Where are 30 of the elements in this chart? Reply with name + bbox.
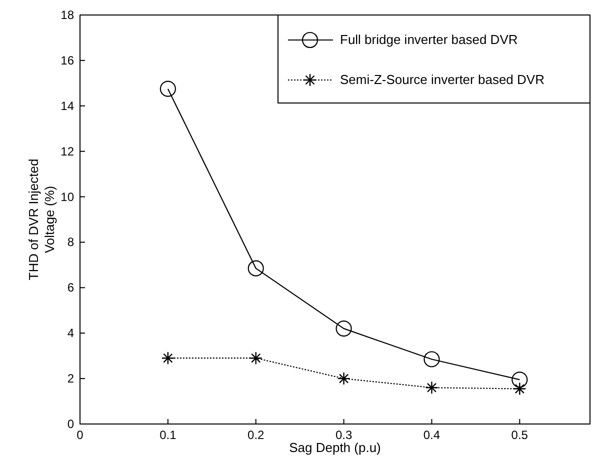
point — [337, 372, 350, 386]
y-tick-label: 14 — [60, 98, 74, 113]
x-tick-label: 0.5 — [511, 428, 528, 442]
point — [424, 351, 440, 368]
x-tick-label: 0.1 — [160, 428, 177, 442]
point — [425, 381, 438, 394]
y-axis-title: THD of DVR Injected Voltage (%) — [26, 158, 57, 280]
legend-label: Semi-Z-Source inverter based DVR — [340, 72, 544, 87]
x-tick-label: 0.2 — [248, 428, 265, 442]
y-tick-label: 16 — [60, 53, 74, 68]
y-tick-label: 10 — [60, 190, 74, 204]
point — [160, 80, 176, 97]
y-tick-label: 6 — [67, 280, 74, 295]
x-tick-label: 0 — [76, 428, 84, 442]
y-tick-label: 8 — [67, 235, 74, 250]
point — [161, 352, 175, 365]
x-axis-title: Sag Depth (p.u) — [289, 440, 381, 455]
y-tick-label: 4 — [67, 326, 74, 340]
legend-label: Full bridge inverter based DVR — [340, 32, 518, 47]
x-tick-label: 0.4 — [423, 428, 440, 442]
point — [512, 372, 528, 388]
point — [249, 352, 262, 365]
y-tick-label: 12 — [60, 144, 74, 158]
point — [513, 382, 526, 396]
point — [336, 320, 352, 337]
point — [248, 260, 264, 276]
y-tick-label: 2 — [67, 372, 74, 386]
y-tick-label: 18 — [60, 8, 74, 22]
y-tick-label: 0 — [67, 417, 74, 431]
x-tick-label: 0.3 — [335, 428, 352, 442]
